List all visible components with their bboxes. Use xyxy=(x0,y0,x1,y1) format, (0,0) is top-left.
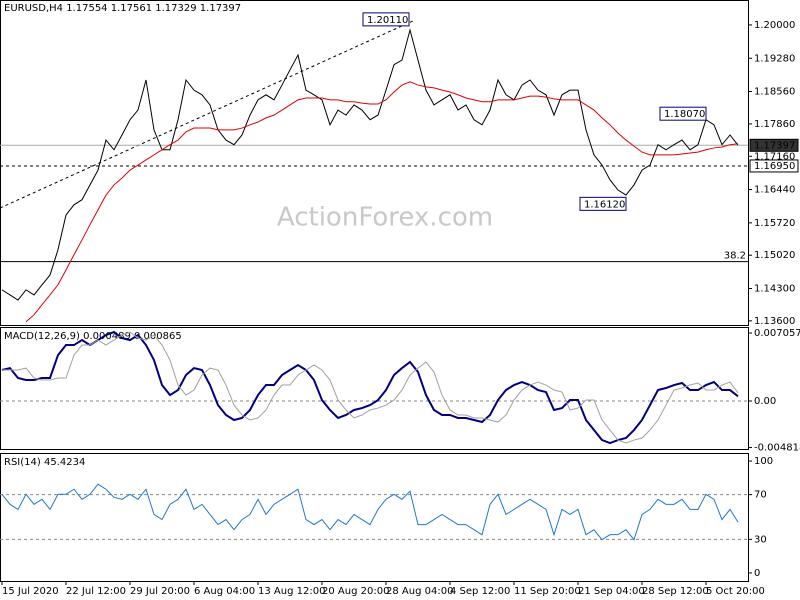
annotation-label: 1.18070 xyxy=(664,109,705,120)
series-line xyxy=(1,330,739,445)
annotation-label: 1.16120 xyxy=(584,199,625,210)
x-tick-label: 5 Oct 20:00 xyxy=(706,586,765,597)
panel-title: RSI(14) 45.4234 xyxy=(4,457,85,468)
y-tick-label: 0.00 xyxy=(754,396,776,407)
x-tick-label: 29 Jul 20:00 xyxy=(130,586,190,597)
annotation-box xyxy=(659,106,707,121)
rsi-panel xyxy=(0,453,749,582)
series-line xyxy=(1,28,739,301)
level-box xyxy=(749,138,799,152)
x-tick-label: 13 Aug 12:00 xyxy=(258,586,325,597)
trend-line xyxy=(0,19,416,209)
y-tick-label: 1.13600 xyxy=(754,316,795,327)
panel-title: MACD(12,26,9) 0.000489 0.000865 xyxy=(4,331,182,342)
x-tick-label: 28 Sep 12:00 xyxy=(642,586,709,597)
y-tick-label: 0 xyxy=(754,568,760,579)
y-tick-label: 1.20000 xyxy=(754,20,795,31)
level-box xyxy=(749,159,799,173)
y-tick-label: 1.15020 xyxy=(754,250,795,261)
y-tick-label: 30 xyxy=(754,534,767,545)
annotation-box xyxy=(579,196,627,211)
y-tick-label: 1.14300 xyxy=(754,283,795,294)
y-tick-label: 100 xyxy=(754,456,773,467)
x-tick-label: 11 Sep 20:00 xyxy=(514,586,581,597)
annotation-label: 1.20110 xyxy=(367,15,408,26)
x-tick-label: 21 Sep 04:00 xyxy=(578,586,645,597)
x-tick-label: 15 Jul 2020 xyxy=(2,586,59,597)
y-tick-label: 1.16440 xyxy=(754,185,795,196)
y-tick-label: 1.19280 xyxy=(754,53,795,64)
x-tick-label: 6 Aug 04:00 xyxy=(194,586,255,597)
level-label: 1.17397 xyxy=(754,140,795,151)
y-tick-label: 1.17860 xyxy=(754,119,795,130)
level-label: 1.16950 xyxy=(754,161,795,172)
y-tick-label: 70 xyxy=(754,490,767,501)
x-tick-label: 22 Jul 12:00 xyxy=(66,586,126,597)
y-tick-label: 0.007057 xyxy=(754,328,800,339)
series-line xyxy=(25,81,739,323)
series-line xyxy=(2,331,739,444)
x-tick-label: 20 Aug 20:00 xyxy=(322,586,389,597)
panel-title: EURUSD,H4 1.17554 1.17561 1.17329 1.1739… xyxy=(4,3,241,14)
annotation-box xyxy=(362,12,410,27)
watermark: ActionForex.com xyxy=(277,203,493,233)
y-tick-label: 1.15720 xyxy=(754,218,795,229)
macd-panel xyxy=(0,327,749,450)
y-tick-label: -0.004818 xyxy=(754,442,800,453)
y-tick-label: 1.18560 xyxy=(754,87,795,98)
x-tick-label: 4 Sep 12:00 xyxy=(450,586,510,597)
y-tick-label: 1.17160 xyxy=(754,151,795,162)
price-panel xyxy=(0,0,749,326)
series-line xyxy=(1,483,739,541)
x-tick-label: 28 Aug 04:00 xyxy=(386,586,453,597)
fib-label: 38.2 xyxy=(724,251,746,262)
